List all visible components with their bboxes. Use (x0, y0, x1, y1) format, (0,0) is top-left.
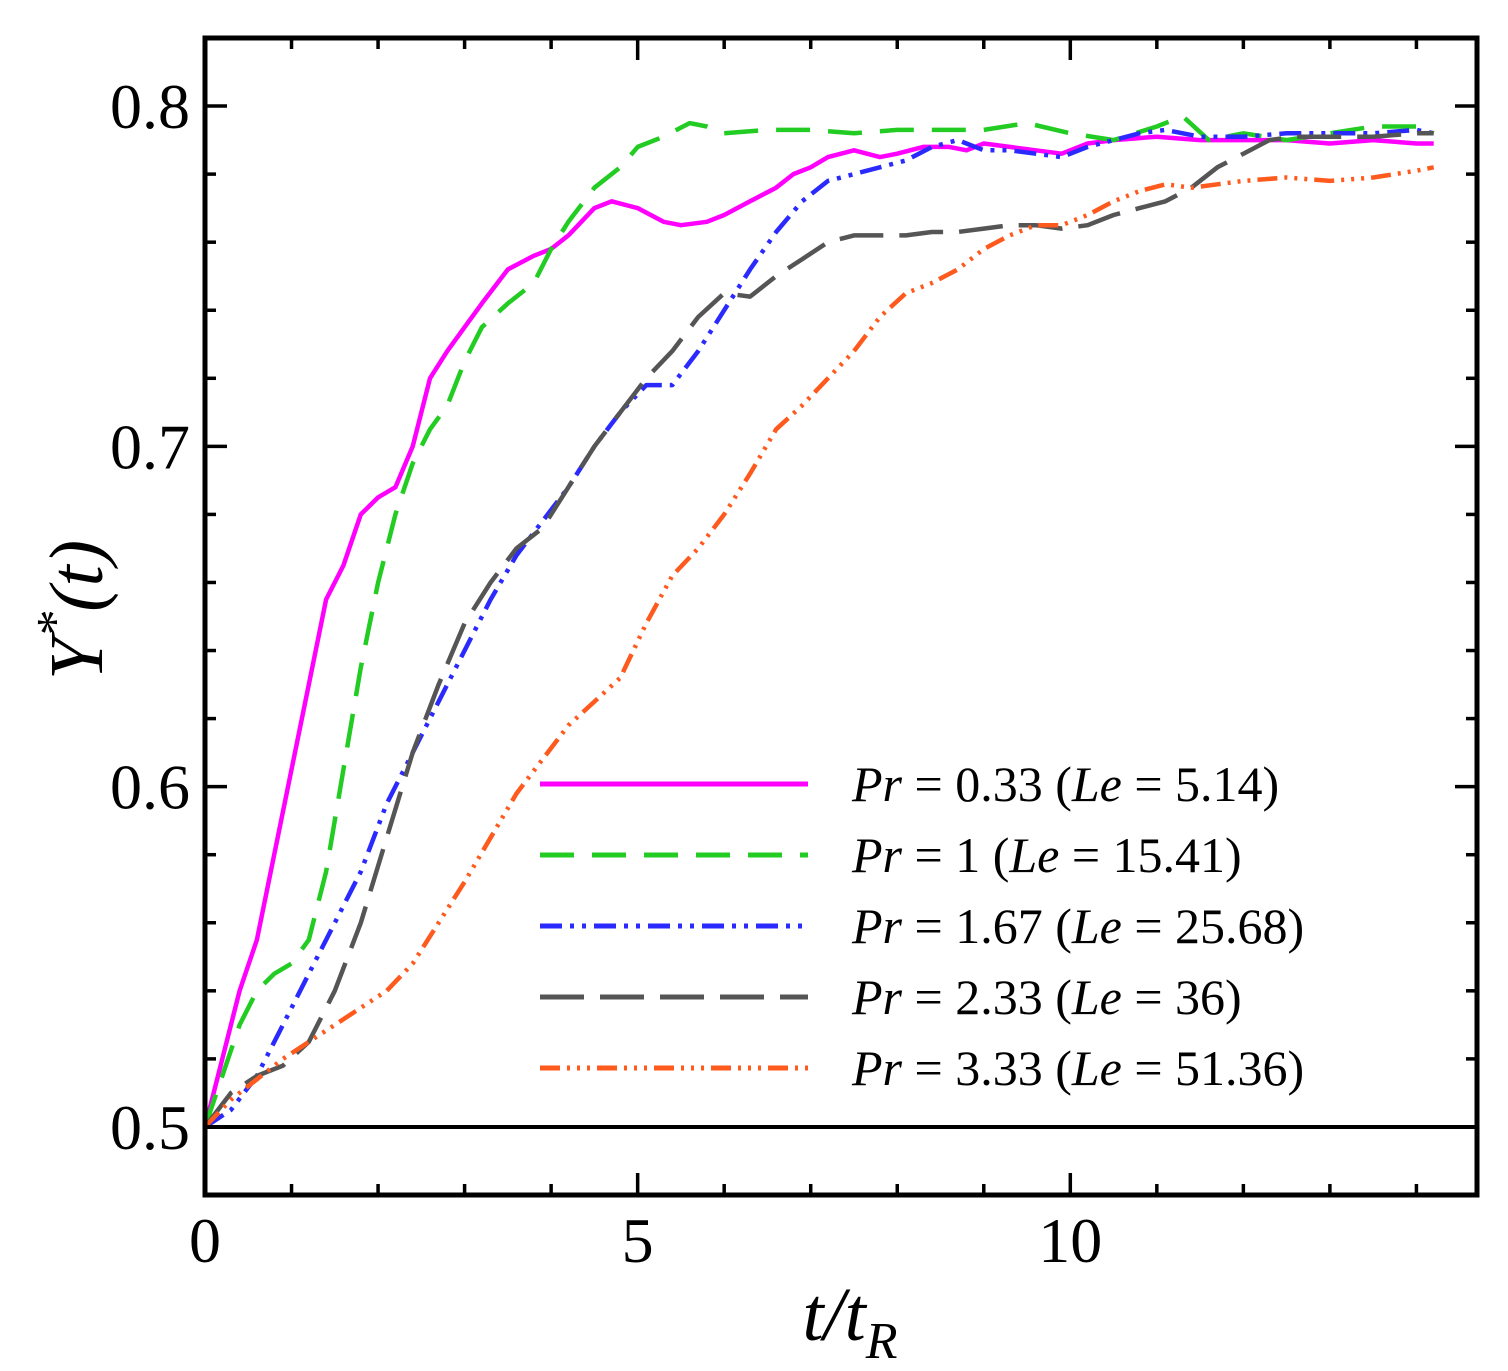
plot-area-background (205, 38, 1477, 1195)
x-tick-label: 0 (189, 1205, 221, 1276)
legend-label-3: Pr = 1.67 (Le = 25.68) (851, 898, 1304, 954)
x-axis-title: t/tR (802, 1273, 897, 1370)
legend-label-2: Pr = 1 (Le = 15.41) (851, 827, 1242, 883)
x-tick-label: 5 (622, 1205, 654, 1276)
x-tick-label: 10 (1038, 1205, 1102, 1276)
series-line-3 (203, 127, 1435, 1129)
y-axis-title: Y*(t) (27, 540, 119, 680)
series-line-2 (202, 114, 1435, 1128)
y-tick-label: 0.8 (110, 71, 190, 142)
plot-frame (202, 35, 1480, 1198)
y-tick-label: 0.5 (110, 1092, 190, 1163)
y-tick-label: 0.6 (110, 752, 190, 823)
y-tick-label: 0.7 (110, 411, 190, 482)
legend-label-1: Pr = 0.33 (Le = 5.14) (851, 756, 1279, 812)
legend-label-5: Pr = 3.33 (Le = 51.36) (851, 1040, 1304, 1096)
series-line-4 (203, 131, 1434, 1129)
series-group (202, 114, 1435, 1129)
ticks-group: 0 5 10 0.5 0.6 0.7 0.8 (110, 38, 1477, 1276)
legend-label-4: Pr = 2.33 (Le = 36) (851, 969, 1242, 1025)
legend: Pr = 0.33 (Le = 5.14) Pr = 1 (Le = 15.41)… (540, 756, 1304, 1096)
series-line-5 (203, 165, 1435, 1129)
